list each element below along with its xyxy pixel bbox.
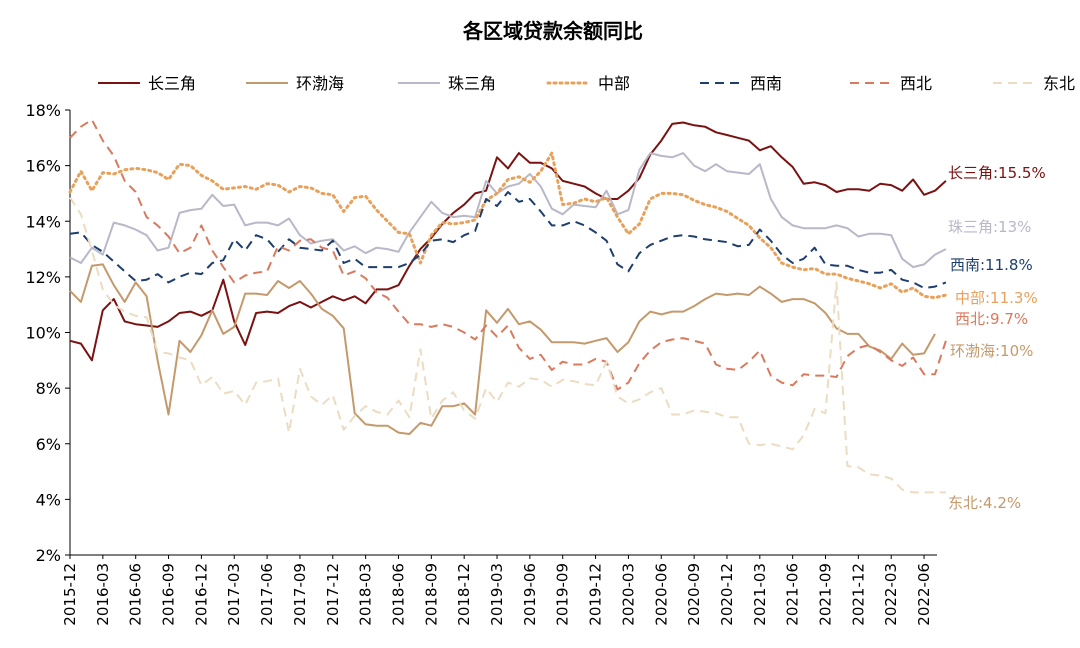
legend-label-长三角: 长三角: [148, 74, 196, 93]
legend: 长三角 环渤海 珠三角 中部 西南 西北 东北: [98, 74, 1075, 93]
legend-label-西北: 西北: [900, 74, 932, 93]
end-label-环渤海: 环渤海:10%: [950, 342, 1033, 360]
end-label-珠三角: 珠三角:13%: [948, 218, 1031, 236]
series-line-珠三角: [69, 152, 947, 269]
x-tick-label: 2017-09: [291, 563, 309, 626]
legend-label-珠三角: 珠三角: [448, 74, 496, 93]
x-tick-label: 2019-12: [587, 563, 605, 626]
end-label-西北: 西北:9.7%: [955, 310, 1028, 328]
y-tick-label: 14%: [25, 212, 61, 231]
x-tick-label: 2016-12: [192, 563, 210, 626]
y-tick-label: 10%: [25, 324, 61, 343]
x-tick-label: 2019-03: [488, 563, 506, 626]
series-line-环渤海: [69, 263, 936, 435]
axes: 2% 4% 6% 8% 10% 12% 14% 16% 18% 2015-12 2016-03 201…: [25, 101, 937, 626]
end-labels: 长三角:15.5% 环渤海:10% 珠三角:13% 中部:11.3% 西南:11.8% 西…: [948, 164, 1046, 512]
series-group: [68, 118, 948, 494]
x-tick-label: 2018-09: [422, 563, 440, 626]
end-label-长三角: 长三角:15.5%: [948, 164, 1046, 182]
y-tick-label: 4%: [36, 490, 61, 509]
chart-title: 各区域贷款余额同比: [462, 19, 643, 43]
x-tick-label: 2020-12: [718, 563, 736, 626]
y-tick-label: 12%: [25, 268, 61, 287]
x-tick-label: 2020-03: [619, 563, 637, 626]
legend-label-中部: 中部: [598, 74, 630, 93]
end-label-中部: 中部:11.3%: [955, 289, 1038, 307]
end-label-东北: 东北:4.2%: [948, 494, 1021, 512]
end-label-西南: 西南:11.8%: [950, 256, 1033, 274]
x-tick-label: 2016-09: [160, 563, 178, 626]
x-tick-label: 2017-12: [324, 563, 342, 626]
x-tick-label: 2022-03: [882, 563, 900, 626]
x-tick-label: 2018-12: [455, 563, 473, 626]
x-tick-label: 2021-06: [784, 563, 802, 626]
y-tick-label: 6%: [36, 435, 61, 454]
x-tick-label: 2017-06: [258, 563, 276, 626]
x-tick-label: 2022-06: [915, 563, 933, 626]
x-tick-label: 2016-03: [94, 563, 112, 626]
series-line-中部: [68, 151, 948, 300]
legend-label-东北: 东北: [1043, 74, 1075, 93]
y-tick-label: 18%: [25, 101, 61, 120]
x-tick-label: 2015-12: [61, 563, 79, 626]
y-tick-label: 8%: [36, 379, 61, 398]
series-line-长三角: [69, 121, 947, 362]
y-tick-label: 2%: [36, 546, 61, 565]
x-tick-label: 2020-06: [652, 563, 670, 626]
x-tick-label: 2021-12: [849, 563, 867, 626]
x-tick-label: 2017-03: [225, 563, 243, 626]
legend-label-西南: 西南: [750, 74, 782, 93]
series-line-西北: [69, 118, 947, 391]
x-tick-label: 2021-03: [751, 563, 769, 626]
series-line-西南: [69, 191, 947, 289]
x-tick-label: 2018-03: [357, 563, 375, 626]
x-tick-label: 2016-06: [127, 563, 145, 626]
x-tick-label: 2019-06: [521, 563, 539, 626]
y-tick-label: 16%: [25, 157, 61, 176]
x-tick-label: 2019-09: [554, 563, 572, 626]
legend-label-环渤海: 环渤海: [296, 74, 344, 93]
x-tick-label: 2018-06: [389, 563, 407, 626]
series-line-东北: [69, 197, 946, 494]
x-tick-label: 2021-09: [817, 563, 835, 626]
x-tick-label: 2020-09: [685, 563, 703, 626]
